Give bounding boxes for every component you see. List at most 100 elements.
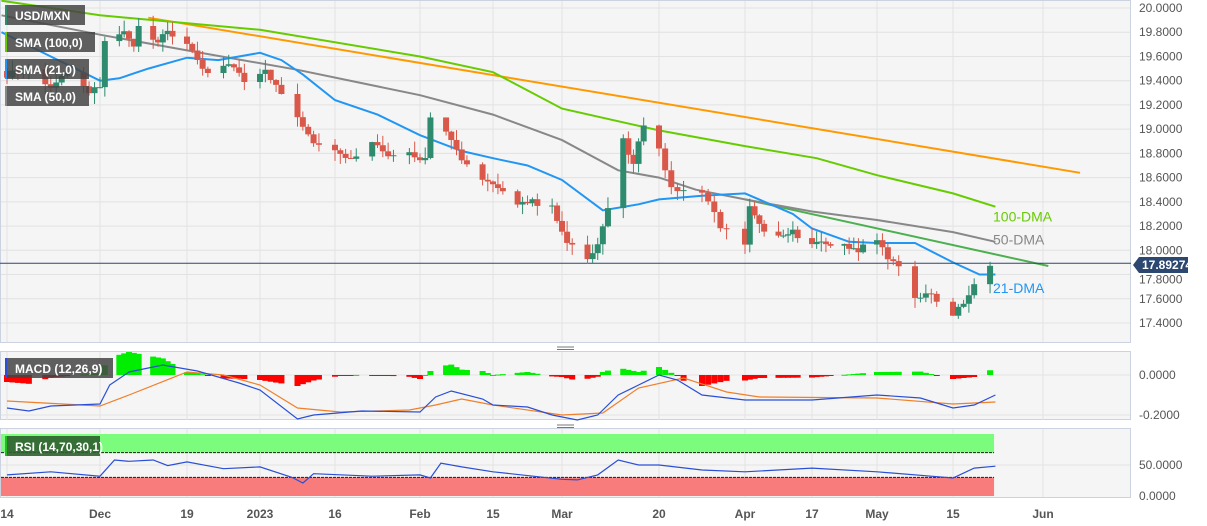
candle[interactable] [374,134,381,149]
candle[interactable] [699,185,705,203]
candle[interactable] [91,82,98,104]
candle[interactable] [126,30,132,47]
candle[interactable] [230,63,237,72]
candle[interactable] [640,117,647,146]
candle[interactable] [620,134,627,219]
legend-macd[interactable]: MACD (12,26,9) [5,358,113,378]
candle[interactable] [342,148,349,164]
candle[interactable] [756,214,763,234]
candle[interactable] [294,83,301,127]
candle[interactable] [241,63,248,91]
legend-sma100[interactable]: SMA (100,0) [5,32,95,52]
candle[interactable] [564,221,571,251]
candle[interactable] [746,198,753,253]
candle[interactable] [86,81,93,96]
candle[interactable] [705,188,712,205]
candle[interactable] [315,133,322,152]
candle[interactable] [912,260,918,308]
candle[interactable] [406,147,413,165]
candle[interactable] [818,232,825,252]
candle[interactable] [599,223,606,255]
candle[interactable] [785,227,792,243]
candle[interactable] [850,237,857,250]
candle[interactable] [159,29,166,52]
candle[interactable] [220,57,227,79]
candle[interactable] [484,173,491,192]
candle[interactable] [353,148,360,162]
candle[interactable] [589,244,596,264]
candle[interactable] [775,221,782,238]
panel-resize-handle[interactable] [557,346,574,350]
candle[interactable] [332,139,338,161]
candle[interactable] [225,54,232,68]
candle[interactable] [780,229,787,239]
candle[interactable] [813,231,820,249]
candle[interactable] [928,288,935,304]
candle[interactable] [390,149,397,162]
candle[interactable] [895,255,902,277]
candle[interactable] [453,130,460,156]
candle[interactable] [884,242,891,270]
candle[interactable] [130,38,137,52]
candle[interactable] [262,59,269,83]
candle[interactable] [751,200,758,219]
candle[interactable] [184,27,190,51]
candle[interactable] [236,59,243,77]
legend-sma50[interactable]: SMA (50,0) [5,86,89,106]
candle[interactable] [584,235,591,264]
candle[interactable] [809,227,815,248]
candle[interactable] [337,148,344,164]
candle[interactable] [135,18,142,52]
candle[interactable] [674,182,681,201]
candle[interactable] [630,149,637,174]
candle[interactable] [204,66,211,78]
candle[interactable] [559,211,565,236]
candle[interactable] [534,193,541,216]
candle[interactable] [822,237,829,253]
candle[interactable] [723,223,730,240]
legend-usdmxn[interactable]: USD/MXN [5,5,85,25]
legend-rsi[interactable]: RSI (14,70,30,1) [5,436,103,456]
candle[interactable] [668,161,675,195]
candle[interactable] [761,219,768,237]
candle[interactable] [422,147,429,165]
candle[interactable] [514,189,521,208]
candle[interactable] [199,50,206,76]
candle[interactable] [841,243,848,255]
candle[interactable] [950,297,956,317]
candle[interactable] [155,36,161,47]
candle[interactable] [890,256,897,266]
candle[interactable] [427,112,434,160]
candle[interactable] [711,194,718,223]
candle[interactable] [150,15,157,49]
candle[interactable] [656,124,662,157]
candle[interactable] [635,138,642,173]
candle[interactable] [965,285,972,313]
candle[interactable] [443,117,450,136]
candle[interactable] [827,242,834,248]
candle[interactable] [278,77,285,95]
candle[interactable] [519,196,526,215]
candle[interactable] [933,291,940,307]
candle[interactable] [625,131,632,164]
candle[interactable] [789,221,796,242]
candle[interactable] [189,42,196,54]
candle[interactable] [101,36,108,97]
candle[interactable] [448,130,455,150]
candle[interactable] [662,143,669,179]
candle[interactable] [879,233,886,256]
candle[interactable] [922,284,929,303]
candle[interactable] [594,237,601,261]
candle[interactable] [379,135,386,158]
candle[interactable] [569,238,576,255]
candle[interactable] [549,198,556,214]
candle[interactable] [369,141,376,161]
candle[interactable] [194,41,201,65]
candle[interactable] [273,79,280,92]
candle[interactable] [554,202,561,224]
candle[interactable] [169,22,176,45]
candle[interactable] [960,299,967,309]
candle[interactable] [458,141,465,164]
candle[interactable] [121,20,128,38]
candle[interactable] [499,181,506,195]
